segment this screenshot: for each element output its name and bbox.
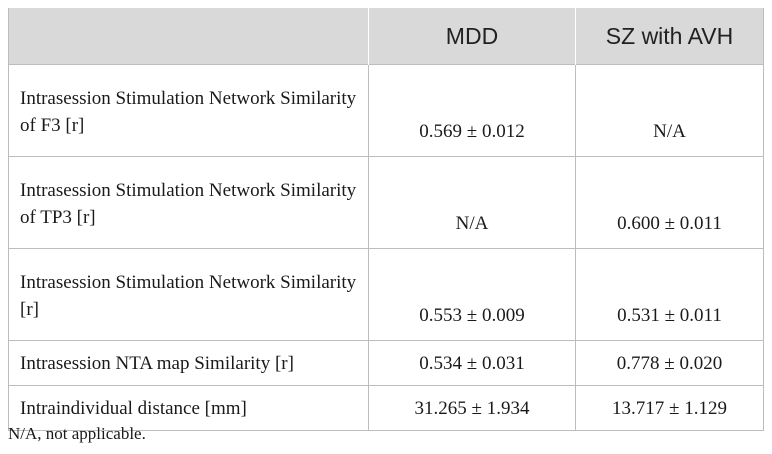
results-table-container: MDD SZ with AVH Intrasession Stimulation… [8, 8, 764, 431]
header-row: MDD SZ with AVH [8, 8, 764, 65]
mdd-value: 0.553 ± 0.009 [368, 248, 576, 341]
header-cell-mdd: MDD [368, 8, 576, 65]
table-footnote: N/A, not applicable. [8, 424, 146, 443]
table-row: Intrasession Stimulation Network Similar… [8, 248, 764, 341]
table-body: Intrasession Stimulation Network Similar… [8, 64, 764, 431]
mdd-value: 0.569 ± 0.012 [368, 64, 576, 157]
row-label: Intrasession Stimulation Network Similar… [8, 248, 369, 341]
mdd-value: N/A [368, 156, 576, 249]
table-header: MDD SZ with AVH [8, 8, 764, 65]
header-cell-sz-with-avh: SZ with AVH [575, 8, 764, 65]
row-label: Intrasession Stimulation Network Similar… [8, 64, 369, 157]
table-row: Intrasession Stimulation Network Similar… [8, 156, 764, 249]
sz-value: 0.531 ± 0.011 [575, 248, 764, 341]
row-label: Intrasession NTA map Similarity [r] [8, 340, 369, 386]
results-table: MDD SZ with AVH Intrasession Stimulation… [8, 8, 764, 431]
table-row: Intrasession NTA map Similarity [r] 0.53… [8, 340, 764, 386]
sz-value: 13.717 ± 1.129 [575, 385, 764, 431]
row-label: Intrasession Stimulation Network Similar… [8, 156, 369, 249]
row-label: Intraindividual distance [mm] [8, 385, 369, 431]
sz-value: 0.778 ± 0.020 [575, 340, 764, 386]
sz-value: N/A [575, 64, 764, 157]
table-row: Intrasession Stimulation Network Similar… [8, 64, 764, 157]
mdd-value: 31.265 ± 1.934 [368, 385, 576, 431]
table-row: Intraindividual distance [mm] 31.265 ± 1… [8, 385, 764, 431]
mdd-value: 0.534 ± 0.031 [368, 340, 576, 386]
header-cell-empty [8, 8, 369, 65]
sz-value: 0.600 ± 0.011 [575, 156, 764, 249]
